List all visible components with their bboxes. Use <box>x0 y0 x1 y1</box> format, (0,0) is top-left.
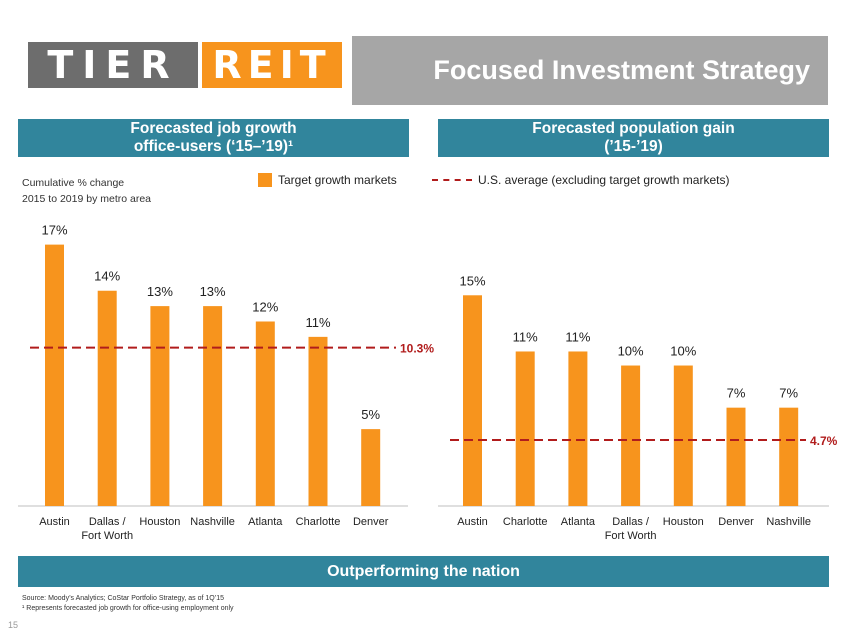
legend-target-label: Target growth markets <box>278 173 397 187</box>
chart2-us-average-label: 4.7% <box>810 434 838 448</box>
chart2-data-label-3: 11% <box>565 329 590 344</box>
chart2-tick-label-5: Houston <box>663 516 704 528</box>
note-line2: 2015 to 2019 by metro area <box>22 193 152 205</box>
chart1-data-label-6: 11% <box>305 315 330 330</box>
chart1-tick-label-4: Nashville <box>190 516 235 528</box>
chart2-tick-label-1: Austin <box>457 516 488 528</box>
right-chart-header: Forecasted population gain (’15-’19) <box>438 119 829 157</box>
right-header-line2: (’15-’19) <box>604 138 663 155</box>
legend-target: Target growth markets <box>258 173 397 187</box>
chart2-bar-2 <box>515 351 535 506</box>
footer-banner: Outperforming the nation <box>18 556 829 587</box>
chart2-data-label-4: 10% <box>618 344 644 359</box>
legend-us-dash <box>432 179 472 181</box>
legend-us-label: U.S. average (excluding target growth ma… <box>478 173 730 187</box>
chart2-bar-1 <box>463 295 482 506</box>
chart1-bar-4 <box>203 306 223 506</box>
chart2-tick-label-6: Denver <box>718 516 754 528</box>
chart1-bar-5 <box>255 321 275 506</box>
chart1-data-label-1: 17% <box>41 223 67 238</box>
chart2-tick-label-7: Nashville <box>766 516 811 528</box>
chart1-bar-2 <box>97 290 117 506</box>
tier-reit-logo: TIER REIT <box>28 42 342 88</box>
left-chart-header: Forecasted job growth office-users (‘15–… <box>18 119 409 157</box>
chart2-data-label-6: 7% <box>727 386 746 401</box>
chart2-bar-6 <box>726 407 746 506</box>
chart1-bar-1 <box>45 244 64 506</box>
chart2-tick-label-2: Charlotte <box>503 516 548 528</box>
chart2-bar-3 <box>568 351 588 506</box>
page-number: 15 <box>8 620 19 630</box>
chart1-tick-label-3: Houston <box>139 516 180 528</box>
chart1-data-label-5: 12% <box>252 299 278 314</box>
chart1-data-label-3: 13% <box>147 284 173 299</box>
chart2-tick-label-4: Dallas / Fort Worth <box>605 516 657 542</box>
chart1-data-label-4: 13% <box>200 284 226 299</box>
chart2-bar-5 <box>673 365 693 506</box>
chart1-bar-6 <box>308 336 328 506</box>
chart1-bar-7 <box>361 429 381 506</box>
source-line1: Source: Moody’s Analytics; CoStar Portfo… <box>22 595 225 602</box>
chart1-data-label-2: 14% <box>94 269 120 284</box>
chart1-data-label-7: 5% <box>361 407 380 422</box>
chart2-data-label-5: 10% <box>670 344 696 359</box>
logo-tier: TIER <box>28 42 198 88</box>
chart1-tick-label-5: Atlanta <box>248 516 283 528</box>
chart1-us-average-label: 10.3% <box>400 342 434 356</box>
chart1-bar-3 <box>150 306 170 506</box>
chart-note: Cumulative % change 2015 to 2019 by metr… <box>22 175 151 207</box>
chart2-tick-label-3: Atlanta <box>561 516 596 528</box>
chart2-data-label-1: 15% <box>459 273 485 288</box>
chart2-bar-7 <box>779 407 799 506</box>
source-line2: ¹ Represents forecasted job growth for o… <box>22 605 234 612</box>
chart2-data-label-2: 11% <box>513 329 538 344</box>
chart1-tick-label-2: Dallas / Fort Worth <box>81 516 133 542</box>
chart1-tick-label-1: Austin <box>39 516 70 528</box>
left-header-line1: Forecasted job growth <box>130 120 297 137</box>
legend-us-average: U.S. average (excluding target growth ma… <box>432 173 729 187</box>
legend-target-swatch <box>258 173 272 187</box>
left-header-line2: office-users (‘15–’19)¹ <box>133 138 294 155</box>
logo-reit: REIT <box>202 42 342 88</box>
chart1-tick-label-7: Denver <box>353 516 389 528</box>
chart2-bar-4 <box>621 365 641 506</box>
note-line1: Cumulative % change <box>22 177 125 189</box>
page-title: Focused Investment Strategy <box>352 36 828 105</box>
right-header-line1: Forecasted population gain <box>532 120 735 137</box>
chart1-tick-label-6: Charlotte <box>296 516 341 528</box>
source-note: Source: Moody’s Analytics; CoStar Portfo… <box>22 594 234 614</box>
chart2-data-label-7: 7% <box>779 386 798 401</box>
